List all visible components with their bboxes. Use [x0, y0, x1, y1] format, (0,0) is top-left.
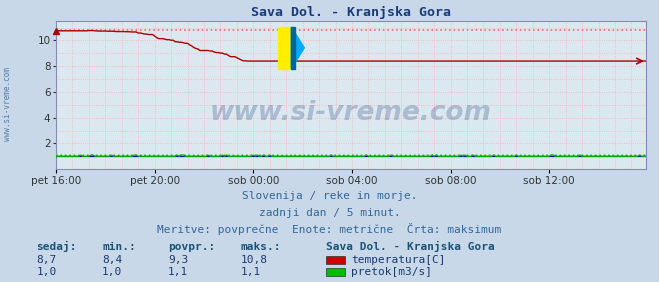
Text: sedaj:: sedaj: — [36, 241, 76, 252]
Text: min.:: min.: — [102, 243, 136, 252]
Title: Sava Dol. - Kranjska Gora: Sava Dol. - Kranjska Gora — [251, 6, 451, 19]
Text: 1,0: 1,0 — [36, 267, 57, 277]
Text: Slovenija / reke in morje.: Slovenija / reke in morje. — [242, 191, 417, 201]
Text: Meritve: povprečne  Enote: metrične  Črta: maksimum: Meritve: povprečne Enote: metrične Črta:… — [158, 223, 501, 235]
Bar — [278, 27, 291, 69]
Text: temperatura[C]: temperatura[C] — [351, 255, 445, 265]
Text: 8,7: 8,7 — [36, 255, 57, 265]
Polygon shape — [291, 27, 304, 69]
Text: zadnji dan / 5 minut.: zadnji dan / 5 minut. — [258, 208, 401, 218]
Text: 1,1: 1,1 — [241, 267, 261, 277]
Text: 8,4: 8,4 — [102, 255, 123, 265]
Bar — [291, 27, 295, 69]
Text: 1,1: 1,1 — [168, 267, 188, 277]
Text: pretok[m3/s]: pretok[m3/s] — [351, 267, 432, 277]
Text: 9,3: 9,3 — [168, 255, 188, 265]
Text: povpr.:: povpr.: — [168, 243, 215, 252]
Text: www.si-vreme.com: www.si-vreme.com — [3, 67, 13, 141]
Text: maks.:: maks.: — [241, 243, 281, 252]
Text: 10,8: 10,8 — [241, 255, 268, 265]
Text: 1,0: 1,0 — [102, 267, 123, 277]
Text: www.si-vreme.com: www.si-vreme.com — [210, 100, 492, 126]
Text: Sava Dol. - Kranjska Gora: Sava Dol. - Kranjska Gora — [326, 241, 495, 252]
